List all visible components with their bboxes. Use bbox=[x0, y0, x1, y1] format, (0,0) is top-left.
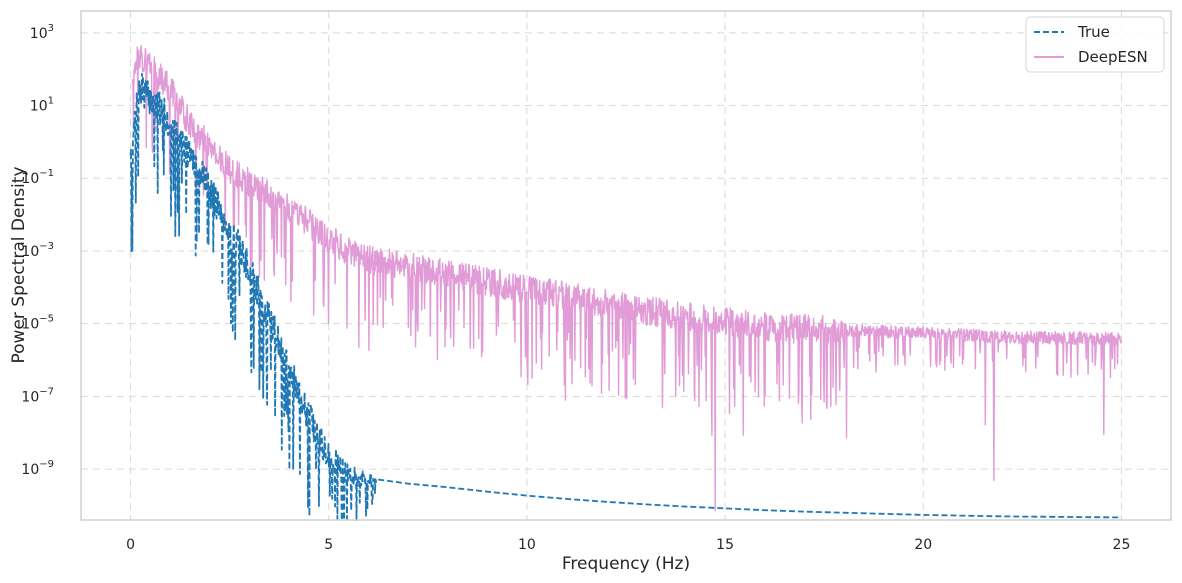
legend-true-label: True bbox=[1077, 23, 1110, 41]
x-axis-ticks: 0 5 10 15 20 25 bbox=[126, 537, 1130, 553]
y-tick-base: 10 bbox=[21, 244, 39, 260]
y-tick-exponent: −7 bbox=[39, 386, 54, 397]
y-tick-exponent: −5 bbox=[39, 314, 54, 325]
y-tick-base: 10 bbox=[21, 389, 39, 405]
y-tick-exponent: −3 bbox=[39, 241, 54, 252]
x-tick-label: 0 bbox=[126, 537, 135, 553]
y-tick-label: 10−5 bbox=[21, 314, 54, 333]
x-tick-label: 20 bbox=[914, 537, 932, 553]
y-tick-base: 10 bbox=[21, 317, 39, 333]
y-tick-label: 103 bbox=[30, 23, 54, 42]
y-tick-label: 10−7 bbox=[21, 386, 54, 405]
y-tick-base: 10 bbox=[21, 171, 39, 187]
x-tick-label: 15 bbox=[716, 537, 734, 553]
legend-deepesn-label: DeepESN bbox=[1078, 48, 1148, 66]
y-tick-label: 10−3 bbox=[21, 241, 54, 260]
deepesn-series-line bbox=[131, 44, 1123, 512]
y-axis-label: Power Spectral Density bbox=[9, 166, 29, 363]
y-tick-exponent: 1 bbox=[48, 96, 54, 107]
y-tick-exponent: 3 bbox=[48, 23, 54, 34]
true-series-line bbox=[129, 72, 1122, 521]
y-tick-base: 10 bbox=[30, 99, 48, 115]
y-tick-exponent: −1 bbox=[39, 168, 54, 179]
legend-box bbox=[1025, 16, 1165, 73]
series-layer bbox=[129, 44, 1123, 521]
legend: True DeepESN bbox=[1025, 16, 1165, 73]
y-tick-base: 10 bbox=[30, 26, 48, 42]
y-tick-label: 10−1 bbox=[21, 168, 54, 187]
x-axis-label: Frequency (Hz) bbox=[562, 554, 690, 574]
x-tick-label: 5 bbox=[324, 537, 333, 553]
x-tick-label: 10 bbox=[518, 537, 536, 553]
y-tick-label: 101 bbox=[30, 96, 54, 115]
plot-frame bbox=[80, 10, 1172, 521]
y-tick-label: 10−9 bbox=[21, 459, 54, 478]
x-tick-label: 25 bbox=[1113, 537, 1131, 553]
y-tick-base: 10 bbox=[21, 462, 39, 478]
y-tick-exponent: −9 bbox=[39, 459, 54, 470]
